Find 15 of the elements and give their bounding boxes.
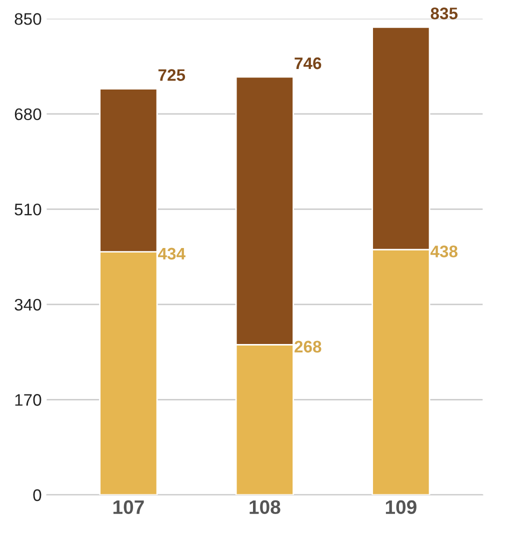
y-tick-label: 340	[14, 298, 42, 311]
data-label: 434	[158, 248, 186, 260]
data-label: 268	[294, 340, 322, 353]
y-tick-label: 0	[33, 489, 42, 502]
y-tick-label: 850	[14, 13, 42, 25]
total-label: 746	[294, 57, 322, 70]
x-tick-label: 109	[386, 500, 416, 514]
total-label: 725	[158, 69, 186, 81]
total-label: 835	[430, 8, 458, 20]
y-tick-label: 510	[14, 204, 42, 216]
y-tick-label: 170	[15, 394, 42, 406]
data-label: 438	[430, 246, 458, 258]
x-tick-label: 107	[113, 500, 144, 514]
x-tick-label: 108	[250, 500, 280, 514]
y-tick-label: 680	[14, 108, 42, 120]
